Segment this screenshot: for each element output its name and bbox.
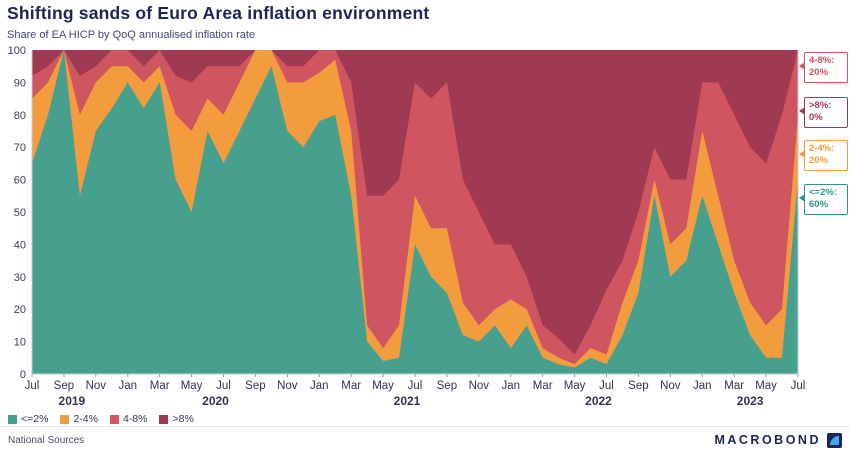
svg-text:2023: 2023 — [737, 394, 764, 408]
svg-text:50: 50 — [14, 207, 26, 219]
svg-text:40: 40 — [14, 239, 26, 251]
chart-footer: National Sources MACROBOND — [0, 426, 850, 453]
svg-text:Mar: Mar — [150, 380, 170, 392]
svg-text:20: 20 — [14, 304, 26, 316]
svg-text:Jan: Jan — [310, 380, 329, 392]
svg-text:Sep: Sep — [437, 380, 457, 392]
callout-value: 20% — [809, 67, 829, 79]
svg-text:70: 70 — [14, 142, 26, 154]
callout-notch-icon — [799, 62, 805, 70]
brand-wordmark: MACROBOND — [714, 433, 821, 447]
svg-text:Sep: Sep — [628, 380, 648, 392]
svg-text:Nov: Nov — [469, 380, 490, 392]
svg-text:0: 0 — [20, 369, 26, 381]
svg-text:80: 80 — [14, 110, 26, 122]
svg-text:100: 100 — [8, 45, 26, 57]
svg-text:May: May — [181, 380, 203, 392]
legend-label: <=2% — [21, 413, 49, 425]
svg-text:Jan: Jan — [118, 380, 137, 392]
svg-text:Sep: Sep — [54, 380, 74, 392]
svg-text:Jul: Jul — [599, 380, 614, 392]
svg-text:Jul: Jul — [25, 380, 40, 392]
legend-swatch-2-4 — [60, 414, 70, 424]
legend-item-2-4: 2-4% — [60, 413, 98, 425]
svg-text:Sep: Sep — [245, 380, 265, 392]
legend-item-4-8: 4-8% — [109, 413, 148, 425]
chart-header: Shifting sands of Euro Area inflation en… — [7, 3, 429, 41]
svg-text:Jan: Jan — [501, 380, 520, 392]
svg-text:Mar: Mar — [341, 380, 361, 392]
svg-text:May: May — [755, 380, 777, 392]
svg-text:May: May — [372, 380, 394, 392]
legend-label: >8% — [172, 413, 194, 425]
svg-text:Nov: Nov — [277, 380, 298, 392]
callout-le2-pct: <=2%: 60% — [799, 184, 848, 215]
svg-text:Jan: Jan — [693, 380, 712, 392]
callout-notch-icon — [799, 150, 805, 158]
svg-text:Mar: Mar — [724, 380, 744, 392]
svg-text:2020: 2020 — [202, 394, 229, 408]
legend-label: 2-4% — [73, 413, 98, 425]
chart-title: Shifting sands of Euro Area inflation en… — [7, 3, 430, 23]
callout-value: 60% — [809, 199, 829, 211]
svg-text:Mar: Mar — [533, 380, 553, 392]
legend-swatch-gt8 — [159, 414, 169, 424]
source-text: National Sources — [8, 434, 85, 446]
legend-swatch-le2 — [8, 414, 17, 424]
svg-text:Jul: Jul — [791, 380, 806, 392]
legend-label: 4-8% — [122, 413, 148, 425]
legend-item-gt8: >8% — [159, 413, 194, 425]
svg-text:Nov: Nov — [86, 380, 107, 392]
callout-gt8-pct: >8%: 0% — [799, 97, 848, 128]
callout-2-4-pct: 2-4%: 20% — [799, 140, 848, 171]
svg-text:Jul: Jul — [408, 380, 423, 392]
svg-text:2019: 2019 — [59, 394, 86, 408]
chart-area: 0 10 20 30 40 50 60 70 80 90 100 Jul Sep Nov Jan Mar May… — [0, 42, 812, 410]
svg-text:2022: 2022 — [585, 394, 612, 408]
svg-text:Nov: Nov — [660, 380, 681, 392]
chart-legend: <=2% 2-4% 4-8% >8% — [8, 413, 194, 425]
svg-text:May: May — [564, 380, 586, 392]
callout-4-8-pct: 4-8%: 20% — [799, 52, 848, 83]
svg-text:10: 10 — [14, 337, 26, 349]
svg-text:2021: 2021 — [394, 394, 421, 408]
svg-text:60: 60 — [14, 175, 26, 187]
callout-value: 0% — [809, 112, 823, 124]
svg-text:Jul: Jul — [216, 380, 231, 392]
callout-label: <=2%: — [809, 187, 837, 198]
svg-text:90: 90 — [14, 77, 26, 89]
callout-label: >8%: — [809, 100, 832, 111]
callout-notch-icon — [799, 107, 805, 115]
callout-value: 20% — [809, 155, 829, 167]
callout-label: 4-8%: — [809, 55, 835, 66]
svg-text:30: 30 — [14, 272, 26, 284]
legend-item-le2: <=2% — [8, 413, 48, 425]
brand: MACROBOND — [714, 432, 842, 448]
macrobond-logo-icon — [827, 432, 842, 448]
stacked-area-chart: 0 10 20 30 40 50 60 70 80 90 100 Jul Sep Nov Jan Mar May… — [8, 45, 806, 408]
chart-subtitle: Share of EA HICP by QoQ annualised infla… — [7, 29, 256, 41]
legend-swatch-4-8 — [109, 414, 119, 424]
callout-label: 2-4%: — [809, 143, 835, 154]
callout-notch-icon — [799, 194, 805, 202]
